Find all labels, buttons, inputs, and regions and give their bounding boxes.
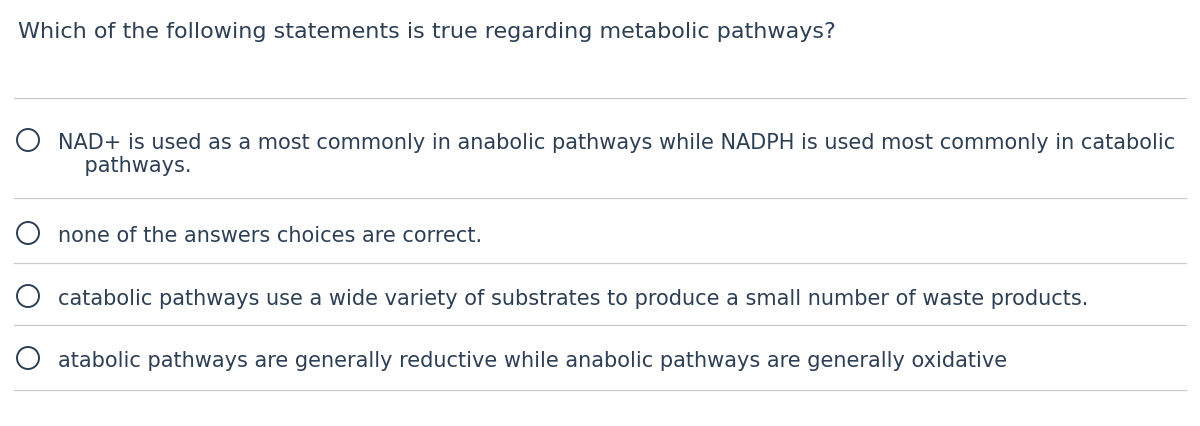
Text: none of the answers choices are correct.: none of the answers choices are correct.: [58, 226, 482, 246]
Text: NAD+ is used as a most commonly in anabolic pathways while NADPH is used most co: NAD+ is used as a most commonly in anabo…: [58, 133, 1175, 176]
Text: Which of the following statements is true regarding metabolic pathways?: Which of the following statements is tru…: [18, 22, 835, 42]
Text: catabolic pathways use a wide variety of substrates to produce a small number of: catabolic pathways use a wide variety of…: [58, 289, 1088, 309]
Text: atabolic pathways are generally reductive while anabolic pathways are generally : atabolic pathways are generally reductiv…: [58, 351, 1007, 371]
